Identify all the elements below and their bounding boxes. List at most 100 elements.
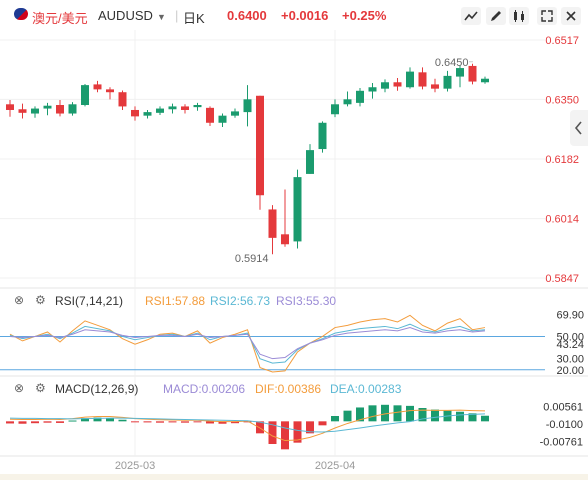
close-icon <box>566 11 576 21</box>
candle-body <box>256 95 264 196</box>
macd-bar <box>218 421 227 424</box>
rsi-tick-label: 43.24 <box>556 339 584 351</box>
candle-body <box>81 85 89 106</box>
candle-body <box>306 150 314 174</box>
candle-body <box>381 82 389 89</box>
rsi-settings-icon[interactable]: ⚙ <box>35 293 46 307</box>
macd-bar <box>243 421 252 423</box>
candle-body <box>131 109 139 117</box>
dif-legend: DIF:0.00386 <box>255 382 322 396</box>
price-change-pct: +0.25% <box>342 8 387 23</box>
rsi-title: RSI(7,14,21) <box>55 294 124 308</box>
expand-icon <box>541 10 553 22</box>
macd-title: MACD(12,26,9) <box>55 382 139 396</box>
rsi1-legend: RSI1:57.88 <box>145 294 206 308</box>
candlestick-series <box>6 63 489 255</box>
macd-bar <box>306 421 314 434</box>
candle-body <box>393 82 402 87</box>
pencil-icon <box>491 11 501 21</box>
chart-header: 澳元/美元 AUDUSD ▼ | 日K 0.6400 +0.0016 +0.25… <box>0 0 588 30</box>
candlestick-icon <box>514 10 524 22</box>
dea-legend: DEA:0.00283 <box>330 382 402 396</box>
macd-bar <box>356 407 364 422</box>
symbol-dropdown-icon[interactable]: ▼ <box>157 12 166 22</box>
macd-bar <box>343 410 352 422</box>
candle-body <box>293 177 302 242</box>
macd-bar <box>93 417 102 422</box>
macd-bar <box>6 421 14 424</box>
candle-body <box>143 112 152 116</box>
macd-bar <box>231 421 239 424</box>
candle-body <box>93 84 102 90</box>
macd-tick-label: -0.00761 <box>540 437 583 449</box>
macd-bar <box>43 421 52 423</box>
macd-tick-label: 0.00561 <box>543 401 583 413</box>
candle-style-button[interactable] <box>509 7 529 25</box>
candle-body <box>231 111 239 116</box>
macd-bar <box>268 421 277 444</box>
macd-bar <box>331 416 339 422</box>
currency-flag-icon <box>14 8 28 20</box>
candle-body <box>331 104 339 115</box>
macd-bar <box>206 421 214 424</box>
rsi-tick-label: 69.90 <box>556 309 584 321</box>
period-selector[interactable]: 日K <box>183 11 205 26</box>
macd-bar <box>193 421 202 423</box>
candle-body <box>318 122 327 150</box>
macd-bar <box>143 421 152 423</box>
time-tick-label: 2025-04 <box>315 460 355 472</box>
fullscreen-button[interactable] <box>537 7 557 25</box>
rsi-series <box>0 314 545 373</box>
draw-tool-button[interactable] <box>486 7 506 25</box>
macd-bar <box>256 421 264 434</box>
price-tick-label: 0.6517 <box>545 35 579 47</box>
rsi-tick-label: 20.00 <box>556 365 584 377</box>
macd-settings-icon[interactable]: ⚙ <box>35 381 46 395</box>
side-panel-toggle[interactable] <box>570 110 588 146</box>
candle-body <box>156 108 164 113</box>
price-tick-label: 0.6182 <box>545 154 579 166</box>
candle-body <box>181 106 189 110</box>
rsi-line-rsi3 <box>9 327 486 360</box>
macd-bar <box>106 418 114 422</box>
candle-body <box>68 104 77 114</box>
indicator-tool-button[interactable] <box>461 7 481 25</box>
candle-body <box>106 89 114 93</box>
candle-body <box>56 105 64 114</box>
candle-body <box>418 72 427 87</box>
price-tick-label: 0.5847 <box>545 273 579 285</box>
macd-bar <box>281 421 289 450</box>
macd-collapse-icon[interactable]: ⊗ <box>14 381 25 395</box>
macd-line-dea <box>9 413 486 433</box>
close-button[interactable] <box>561 7 581 25</box>
candle-body <box>168 106 177 110</box>
candle-body <box>406 71 414 88</box>
macd-bar <box>481 415 489 422</box>
candle-body <box>356 90 364 103</box>
macd-bar <box>456 411 464 422</box>
macd-bar <box>418 408 427 422</box>
symbol-code[interactable]: AUDUSD <box>98 8 153 23</box>
axis-labels: 0.6517 0.6350 0.6182 0.6014 0.5847 2025-03 202… <box>115 35 584 472</box>
candle-body <box>281 234 289 245</box>
macd-bar <box>318 421 327 426</box>
symbol-name[interactable]: 澳元/美元 <box>32 11 88 26</box>
low-annotation: 0.5914 <box>235 253 269 265</box>
candle-body <box>243 99 252 113</box>
macd-bar <box>393 405 402 422</box>
chevron-left-icon <box>574 121 582 135</box>
macd-bar <box>156 421 164 423</box>
candle-body <box>31 108 39 114</box>
macd-bar <box>406 405 414 422</box>
last-price: 0.6400 <box>227 8 267 23</box>
price-change: +0.0016 <box>281 8 329 23</box>
rsi-collapse-icon[interactable]: ⊗ <box>14 293 25 307</box>
macd-bar <box>468 413 477 422</box>
candle-body <box>206 107 214 123</box>
price-tick-label: 0.6350 <box>545 94 579 106</box>
macd-bar <box>431 409 439 422</box>
high-annotation: 0.6450 <box>435 57 469 69</box>
candle-body <box>43 105 52 109</box>
candle-body <box>443 75 452 89</box>
